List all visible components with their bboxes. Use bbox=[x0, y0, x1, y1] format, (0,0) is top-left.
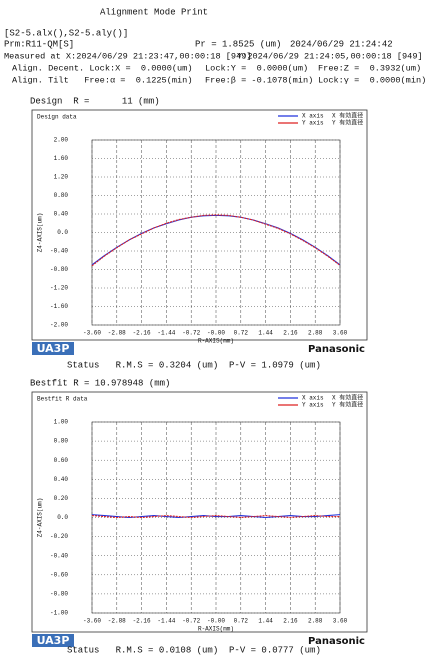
page-title: Alignment Mode Print bbox=[100, 7, 208, 17]
measured-y: Y:2024/06/29 21:24:05,00:00:18 [949] bbox=[237, 51, 423, 61]
y-axis-label: Z4-AXIS(um) bbox=[37, 498, 44, 538]
chart-frame bbox=[31, 109, 368, 341]
y-tick-label: -0.60 bbox=[50, 571, 68, 578]
decent: Free:Z = 0.3932(um) bbox=[318, 63, 421, 73]
legend-label: Y axis bbox=[302, 120, 324, 127]
x-tick-label: 0.72 bbox=[234, 330, 249, 337]
y-axis-label: Z4-AXIS(um) bbox=[37, 213, 44, 253]
status: Status R.M.S = 0.3204 (um) P-V = 1.0979 … bbox=[67, 360, 321, 370]
files: [S2-5.alx(),S2-5.aly()] bbox=[4, 28, 128, 38]
y-tick-label: 0.80 bbox=[54, 438, 69, 445]
x-tick-label: -1.44 bbox=[157, 618, 175, 625]
x-tick-label: -0.00 bbox=[207, 330, 225, 337]
y-tick-label: 0.20 bbox=[54, 495, 69, 502]
chart-caption: Design R = 11 (mm) bbox=[30, 96, 160, 106]
x-tick-label: 1.44 bbox=[258, 330, 273, 337]
y-tick-label: 0.40 bbox=[54, 211, 69, 218]
x-tick-label: -2.88 bbox=[108, 618, 126, 625]
printed-date: 2024/06/29 21:24:42 bbox=[290, 39, 393, 49]
x-tick-label: -0.72 bbox=[182, 618, 200, 625]
y-tick-label: 1.20 bbox=[54, 174, 69, 181]
y-tick-label: -0.40 bbox=[50, 248, 68, 255]
legend-note: X 有効直径 bbox=[332, 394, 363, 402]
logo-right: Panasonic bbox=[308, 344, 365, 355]
y-tick-label: 0.0 bbox=[57, 229, 68, 236]
y-tick-label: -0.80 bbox=[50, 266, 68, 273]
x-tick-label: -2.16 bbox=[133, 330, 151, 337]
legend-label: Y axis bbox=[302, 402, 324, 409]
x-tick-label: -1.44 bbox=[157, 330, 175, 337]
x-tick-label: -2.88 bbox=[108, 330, 126, 337]
y-tick-label: 0.80 bbox=[54, 192, 69, 199]
x-tick-label: 1.44 bbox=[258, 618, 273, 625]
param: Prm:R11-QM[S] bbox=[4, 39, 74, 49]
decent: Lock:Y = 0.0000(um) bbox=[205, 63, 308, 73]
pr: Pr = 1.8525 (um) bbox=[195, 39, 281, 49]
x-tick-label: -3.60 bbox=[83, 330, 101, 337]
y-tick-label: -1.00 bbox=[50, 610, 68, 617]
measured-x: Measured at X:2024/06/29 21:23:47,00:00:… bbox=[4, 51, 252, 61]
logo-right: Panasonic bbox=[308, 636, 365, 647]
y-tick-label: -1.20 bbox=[50, 285, 68, 292]
y-tick-label: -1.60 bbox=[50, 303, 68, 310]
y-tick-label: 2.00 bbox=[54, 137, 69, 144]
x-tick-label: -0.72 bbox=[182, 330, 200, 337]
legend-note: X 有効直径 bbox=[332, 112, 363, 120]
chart-title: Bestfit R data bbox=[37, 396, 88, 403]
chart-title: Design data bbox=[37, 114, 77, 121]
y-tick-label: 0.40 bbox=[54, 476, 69, 483]
y-tick-label: 0.60 bbox=[54, 457, 69, 464]
x-tick-label: 2.88 bbox=[308, 618, 323, 625]
y-tick-label: -2.00 bbox=[50, 322, 68, 329]
series-line bbox=[91, 515, 340, 519]
legend-note: Y 有効直径 bbox=[332, 119, 363, 127]
y-tick-label: -0.40 bbox=[50, 552, 68, 559]
y-tick-label: 1.00 bbox=[54, 419, 69, 426]
logo-box bbox=[32, 634, 74, 647]
legend-label: X axis bbox=[302, 395, 324, 402]
status: Status R.M.S = 0.0108 (um) P-V = 0.0777 … bbox=[67, 645, 321, 655]
legend-note: Y 有効直径 bbox=[332, 401, 363, 409]
y-tick-label: 0.0 bbox=[57, 514, 68, 521]
logo-left: UA3P bbox=[37, 342, 70, 355]
x-tick-label: 2.88 bbox=[308, 330, 323, 337]
x-tick-label: 3.60 bbox=[333, 618, 348, 625]
y-tick-label: -0.20 bbox=[50, 533, 68, 540]
series-line bbox=[91, 514, 341, 519]
x-tick-label: 0.72 bbox=[234, 618, 249, 625]
series-line bbox=[91, 214, 341, 267]
chart-caption: Bestfit R = 10.978948 (mm) bbox=[30, 378, 170, 388]
x-tick-label: -2.16 bbox=[133, 618, 151, 625]
x-axis-label: R-AXIS(mm) bbox=[198, 338, 234, 345]
logo-left: UA3P bbox=[37, 634, 70, 647]
tilt: Lock:γ = 0.0000(min) bbox=[318, 75, 426, 85]
tilt: Free:β = -0.1078(min) bbox=[205, 75, 313, 85]
logo-box bbox=[32, 342, 74, 355]
decent: Align. Decent. Lock:X = 0.0000(um) bbox=[12, 63, 193, 73]
x-tick-label: -0.00 bbox=[207, 618, 225, 625]
x-tick-label: 2.16 bbox=[283, 330, 298, 337]
x-tick-label: 3.60 bbox=[333, 330, 348, 337]
legend-label: X axis bbox=[302, 113, 324, 120]
x-tick-label: -3.60 bbox=[83, 618, 101, 625]
x-axis-label: R-AXIS(mm) bbox=[198, 626, 234, 633]
y-tick-label: -0.80 bbox=[50, 590, 68, 597]
x-tick-label: 2.16 bbox=[283, 618, 298, 625]
chart-frame bbox=[31, 391, 368, 633]
tilt: Align. Tilt Free:α = 0.1225(min) bbox=[12, 75, 193, 85]
y-tick-label: 1.60 bbox=[54, 155, 69, 162]
